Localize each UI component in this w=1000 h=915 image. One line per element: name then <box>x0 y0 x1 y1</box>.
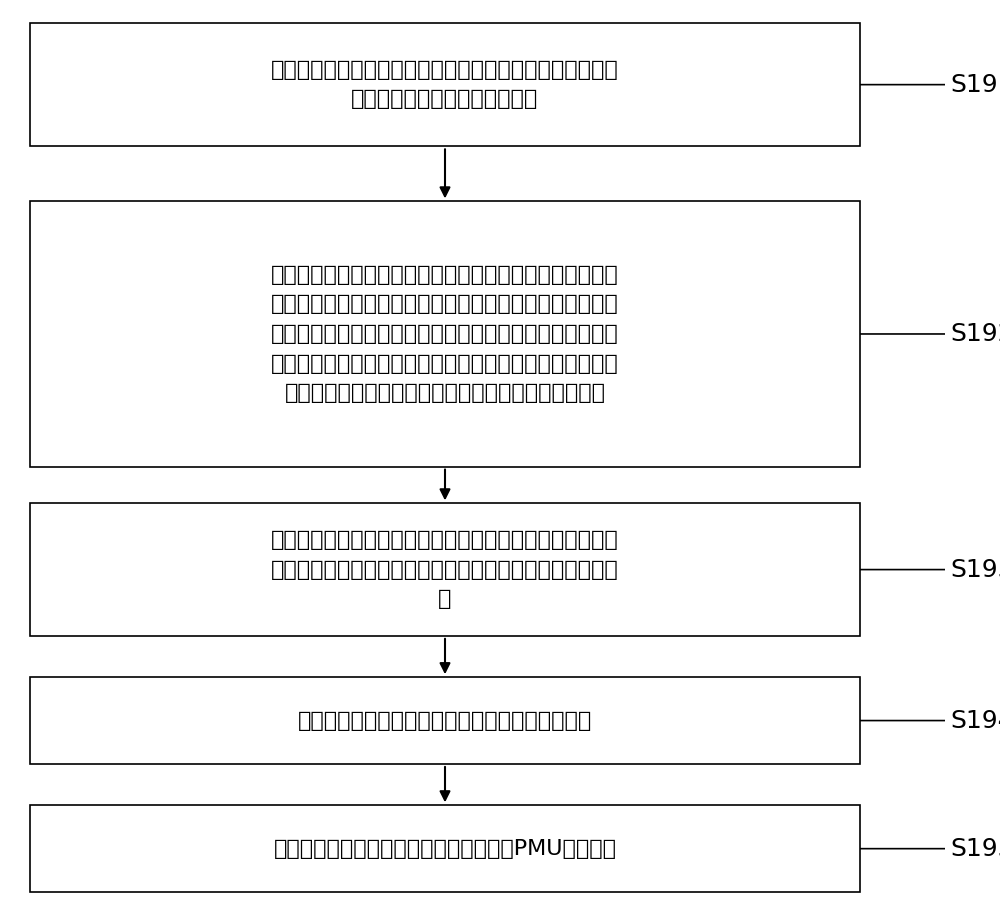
Text: 将标记的待检测故障母线设为更新后的布点母线集: 将标记的待检测故障母线设为更新后的布点母线集 <box>298 711 592 730</box>
Text: S194: S194 <box>950 708 1000 733</box>
Bar <box>30 23 860 146</box>
Text: S193: S193 <box>950 557 1000 582</box>
Bar <box>30 503 860 636</box>
Text: S195: S195 <box>950 836 1000 861</box>
Text: S191: S191 <box>950 72 1000 97</box>
Text: 按照暂态电压失稳风险指标值的由大到小的顺序，从布点母
线集之外的待检测故障母线中标记指定数量的待检测故障母
线: 按照暂态电压失稳风险指标值的由大到小的顺序，从布点母 线集之外的待检测故障母线中… <box>271 530 619 609</box>
Bar <box>30 805 860 892</box>
Text: 若布点母线集中存在两个或以上的待检测故障母线之间的电
气距离在预设距离内，则选取电气距离在预设距离内的待检
测故障母线作为筛选母线集，标记各个筛选母线集中暂态电: 若布点母线集中存在两个或以上的待检测故障母线之间的电 气距离在预设距离内，则选取… <box>271 264 619 404</box>
Bar <box>30 201 860 467</box>
Text: S192: S192 <box>950 322 1000 346</box>
Text: 按照暂态电压失稳风险指标值由大到小的顺序选取对应的待
检测故障母线，得到布点母线集: 按照暂态电压失稳风险指标值由大到小的顺序选取对应的待 检测故障母线，得到布点母线… <box>271 59 619 110</box>
Text: 选取布点母线集中的待检测故障母线作为PMU布点母线: 选取布点母线集中的待检测故障母线作为PMU布点母线 <box>273 839 616 858</box>
Bar <box>30 677 860 764</box>
